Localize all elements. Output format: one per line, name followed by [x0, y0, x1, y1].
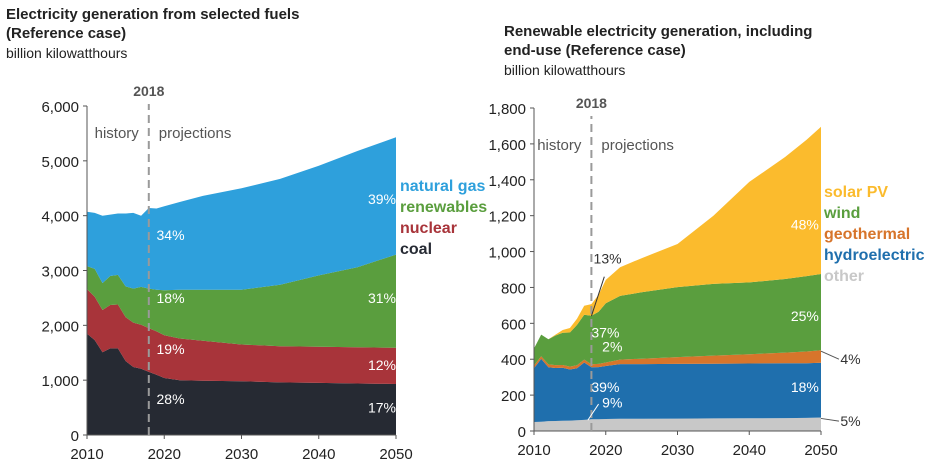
y-tick-label: 3,000	[41, 264, 79, 281]
data-label: 19%	[157, 341, 185, 357]
legend-item-coal: coal	[400, 241, 432, 258]
data-label: 18%	[791, 379, 819, 395]
x-tick-label: 2010	[517, 442, 550, 459]
x-tick-label: 2020	[589, 442, 622, 459]
legend-item-renewables: renewables	[400, 199, 487, 216]
area-nuclear	[87, 289, 396, 384]
chart-title-line-2: (Reference case)	[6, 25, 127, 42]
data-label: 34%	[157, 227, 185, 243]
projections-label: projections	[159, 125, 232, 142]
y-tick-label: 2,000	[41, 318, 79, 335]
legend-item-solar-PV: solar PV	[824, 184, 888, 201]
history-label: history	[95, 125, 140, 142]
y-tick-label: 0	[71, 428, 79, 445]
data-label: 13%	[594, 251, 622, 267]
y-tick-label: 600	[501, 316, 526, 333]
x-tick-label: 2040	[733, 442, 766, 459]
data-label: 17%	[368, 400, 396, 416]
data-label: 18%	[157, 290, 185, 306]
area-natural-gas	[87, 137, 396, 291]
area-coal	[87, 333, 396, 435]
chart-title-line-1: Renewable electricity generation, includ…	[504, 23, 813, 40]
area-other	[534, 417, 821, 431]
area-solar-PV	[534, 126, 821, 349]
chart-title-line-1: Electricity generation from selected fue…	[6, 6, 300, 23]
legend-item-natural-gas: natural gas	[400, 178, 485, 195]
y-tick-label: 4,000	[41, 209, 79, 226]
x-tick-label: 2040	[302, 446, 335, 463]
renewables-area-chart: 0 200 400 600 800 1,000 1,200 1,400 1,600 1,800 20…	[488, 95, 925, 459]
fuels-area-chart: 0 1,000 2,000 3,000 4,000 5,000 6,000 2010 2020 2…	[41, 83, 487, 463]
chart-title-line-2: end-use (Reference case)	[504, 42, 686, 59]
data-label: 12%	[368, 357, 396, 373]
y-tick-label: 1,000	[41, 373, 79, 390]
data-label: 39%	[591, 379, 619, 395]
x-tick-label: 2050	[379, 446, 412, 463]
y-tick-label: 800	[501, 280, 526, 297]
data-label: 31%	[368, 290, 396, 306]
y-tick-label: 1,800	[488, 101, 526, 118]
x-tick-label: 2020	[148, 446, 181, 463]
projections-label: projections	[601, 137, 674, 154]
leader-line	[590, 276, 605, 317]
divider-year-label: 2018	[133, 83, 164, 99]
x-tick-label: 2030	[225, 446, 258, 463]
y-tick-label: 1,600	[488, 137, 526, 154]
x-tick-label: 2050	[804, 442, 837, 459]
legend-item-wind: wind	[823, 205, 860, 222]
y-tick-label: 200	[501, 388, 526, 405]
leader-line	[587, 403, 599, 421]
x-tick-label: 2010	[70, 446, 103, 463]
x-tick-label: 2030	[661, 442, 694, 459]
area-geothermal	[534, 350, 821, 370]
area-wind	[534, 274, 821, 367]
data-label: 28%	[157, 391, 185, 407]
legend-item-hydroelectric: hydroelectric	[824, 247, 925, 264]
y-tick-label: 400	[501, 352, 526, 369]
chart-units-label: billion kilowatthours	[6, 45, 128, 61]
data-label: 9%	[602, 394, 622, 410]
area-hydroelectric	[534, 358, 821, 422]
data-label: 48%	[791, 217, 819, 233]
legend-item-nuclear: nuclear	[400, 220, 457, 237]
y-tick-label: 1,400	[488, 173, 526, 190]
divider-year-label: 2018	[576, 95, 607, 111]
leader-line	[820, 417, 840, 422]
data-label: 4%	[840, 351, 860, 367]
leader-line	[820, 350, 840, 360]
history-label: history	[537, 137, 582, 154]
data-label: 5%	[840, 413, 860, 429]
data-label: 37%	[591, 324, 619, 340]
y-tick-label: 1,200	[488, 209, 526, 226]
y-tick-label: 1,000	[488, 245, 526, 262]
area-renewables	[87, 254, 396, 348]
legend-item-other: other	[824, 268, 864, 285]
y-tick-label: 0	[518, 424, 526, 441]
y-tick-label: 5,000	[41, 154, 79, 171]
data-label: 39%	[368, 191, 396, 207]
data-label: 2%	[602, 339, 622, 355]
chart-fuels-panel: Electricity generation from selected fue…	[6, 6, 487, 463]
data-label: 25%	[791, 308, 819, 324]
chart-units-label: billion kilowatthours	[504, 62, 626, 78]
y-tick-label: 6,000	[41, 99, 79, 116]
legend-item-geothermal: geothermal	[824, 226, 910, 243]
chart-renewables-panel: Renewable electricity generation, includ…	[488, 0, 949, 475]
